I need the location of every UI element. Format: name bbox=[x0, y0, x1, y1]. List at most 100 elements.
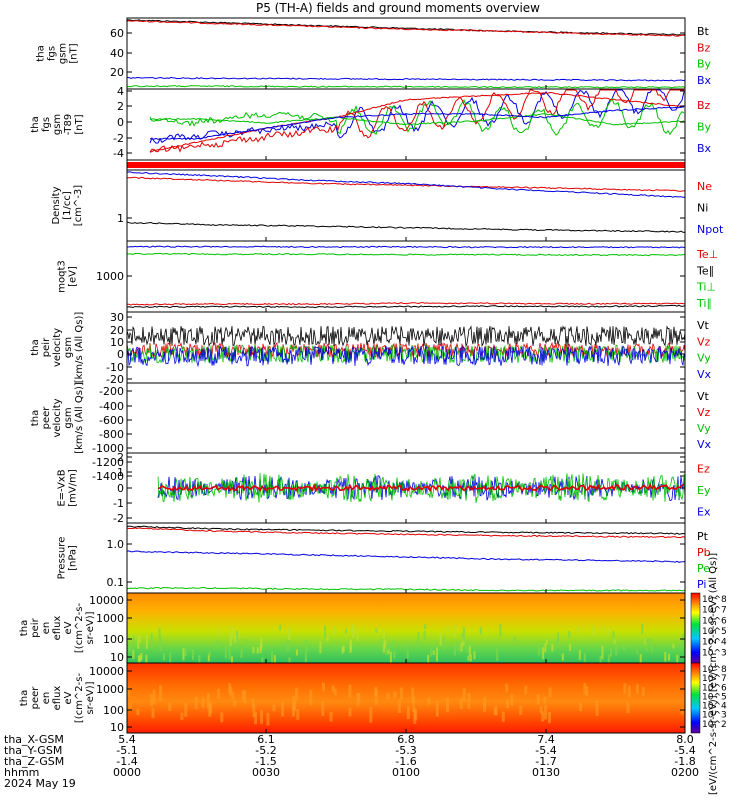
y-tick-label: -1000 bbox=[92, 442, 124, 455]
spectrogram-speckle bbox=[467, 655, 470, 661]
y-tick-label: 1000 bbox=[96, 683, 124, 696]
spectrogram-speckle bbox=[309, 689, 313, 706]
legend-Npot: Npot bbox=[697, 223, 724, 236]
y-tick-label: -600 bbox=[99, 414, 124, 427]
spectrogram-speckle bbox=[623, 642, 626, 651]
spectrogram-speckle bbox=[555, 638, 558, 647]
spectrogram-speckle bbox=[260, 643, 263, 650]
spectrogram-speckle bbox=[393, 691, 397, 699]
spectrogram-speckle bbox=[462, 688, 466, 702]
y-tick-label: 1.0 bbox=[107, 538, 125, 551]
spectrogram-speckle bbox=[322, 683, 325, 692]
spectrogram-speckle bbox=[406, 649, 409, 659]
panel-peer-vel: -200 -400-600-800-1000-1200-1400 tha peer ve… bbox=[30, 382, 712, 483]
spectrogram-speckle bbox=[356, 627, 359, 642]
spectrogram-speckle bbox=[386, 692, 390, 700]
spectrogram-speckle bbox=[613, 639, 616, 644]
spectrogram-speckle bbox=[348, 684, 352, 698]
legend-Te⊥: Te⊥ bbox=[696, 248, 718, 261]
spectrogram-speckle bbox=[333, 627, 335, 635]
y-axis-label: peer bbox=[41, 406, 52, 430]
legend-Vy: Vy bbox=[697, 422, 711, 435]
spectrogram-speckle bbox=[641, 623, 644, 635]
y-axis-label: [nT] bbox=[74, 114, 85, 134]
spectrogram-speckle bbox=[229, 687, 233, 696]
spectrogram-speckle bbox=[583, 683, 587, 695]
spectrogram-speckle bbox=[417, 632, 420, 647]
y-tick-label: -2 bbox=[113, 512, 124, 525]
velocity-trace-vz bbox=[126, 341, 686, 359]
spectrogram-speckle bbox=[595, 700, 599, 716]
spectrogram-speckle bbox=[272, 704, 276, 712]
spectrogram-speckle bbox=[305, 640, 308, 654]
spectrogram-speckle bbox=[460, 643, 463, 652]
legend-Bt: Bt bbox=[697, 25, 710, 38]
panel-density: 1 Density [1/cc] [cm^-3] Ne Ni Npot bbox=[51, 169, 724, 242]
colorbar-tick-label: 10^2 bbox=[702, 720, 727, 730]
footer: tha_X-GSM tha_Y-GSM tha_Z-GSM hhmm 2024 … bbox=[4, 733, 699, 790]
footer-row-x: tha_X-GSM bbox=[4, 733, 64, 746]
legend-Vz: Vz bbox=[697, 335, 711, 348]
spectrogram-speckle bbox=[138, 634, 141, 643]
colorbar-tick-label: 10^5 bbox=[702, 692, 727, 702]
spectrogram-speckle bbox=[641, 687, 645, 697]
spectrogram-speckle bbox=[254, 712, 258, 725]
colorbar-electron bbox=[690, 662, 701, 734]
spectrogram-speckle bbox=[453, 625, 456, 638]
legend-Pe: Pe bbox=[697, 562, 710, 575]
panel-pressure: 1.0 0.1 Pressure [nPa] Pt Pb Pe Pi bbox=[57, 522, 711, 594]
spectrogram-speckle bbox=[348, 707, 352, 717]
spectrogram-speckle bbox=[548, 711, 551, 724]
spectrogram-speckle bbox=[668, 653, 670, 661]
spectrogram-speckle bbox=[236, 630, 239, 645]
spectrogram-speckle bbox=[569, 643, 572, 651]
spectrogram-speckle bbox=[149, 693, 153, 706]
y-axis-label: Density bbox=[51, 186, 62, 224]
y-tick-label: -2 bbox=[113, 132, 124, 145]
colorbar-tick-label: 10^4 bbox=[702, 702, 727, 712]
panel-fgs-dc: 4 2 0 -2 -4 tha fgs gsm -T89 [nT] Bz By Bx bbox=[30, 85, 712, 161]
spectrogram-speckle bbox=[128, 703, 132, 712]
colorbar-tick-label: 10^8 bbox=[702, 595, 727, 605]
legend-Ti∥: Ti∥ bbox=[696, 297, 712, 310]
series-fgs-mag-Bz bbox=[126, 20, 685, 37]
legend-By: By bbox=[697, 121, 712, 134]
spectrogram-speckle bbox=[384, 640, 387, 649]
spectrogram-speckle bbox=[182, 648, 185, 661]
spectrogram-speckle bbox=[232, 700, 236, 707]
series-temps-Te∥ bbox=[126, 252, 685, 257]
spectrogram-speckle bbox=[544, 704, 548, 720]
footer-col0-x: 5.4 bbox=[118, 733, 136, 746]
spectrogram-speckle bbox=[427, 697, 431, 705]
y-axis-label: eV bbox=[63, 691, 74, 704]
footer-col2-y: -5.3 bbox=[395, 744, 416, 757]
spectrogram-speckle bbox=[296, 708, 300, 720]
spectrogram-speckle bbox=[184, 648, 187, 657]
panel-frame bbox=[126, 169, 686, 242]
spectrogram-speckle bbox=[459, 697, 463, 709]
y-axis-label: sr-eV)] bbox=[85, 611, 96, 644]
spectrogram-speckle bbox=[385, 647, 387, 656]
y-axis-label: gsm bbox=[52, 114, 63, 135]
series-temps-Te⊥ bbox=[126, 245, 686, 249]
y-tick-label: 0 bbox=[117, 482, 124, 495]
spectrogram-speckle bbox=[542, 647, 545, 660]
spectrogram-speckle bbox=[381, 638, 384, 645]
spectrogram-speckle bbox=[664, 652, 667, 662]
spectrogram-speckle bbox=[319, 641, 322, 654]
spectrogram-speckle bbox=[599, 655, 602, 666]
y-tick-label: -1400 bbox=[92, 470, 124, 483]
y-tick-label: -20 bbox=[106, 373, 124, 386]
legend-Pb: Pb bbox=[697, 546, 711, 559]
series-efield-Ez bbox=[157, 483, 685, 493]
y-tick-label: 2 bbox=[117, 100, 124, 113]
spectrogram-speckle bbox=[329, 711, 333, 722]
y-tick-label: 0.1 bbox=[107, 576, 125, 589]
y-axis-label: sr-eV)] bbox=[85, 681, 96, 714]
spectrogram-speckle bbox=[524, 685, 528, 695]
y-axis-label: [(cm^2-s- bbox=[74, 603, 85, 654]
series-fgs-mag-Bx bbox=[126, 76, 686, 82]
spectrogram-speckle bbox=[435, 700, 439, 717]
legend-Ex: Ex bbox=[697, 505, 711, 518]
